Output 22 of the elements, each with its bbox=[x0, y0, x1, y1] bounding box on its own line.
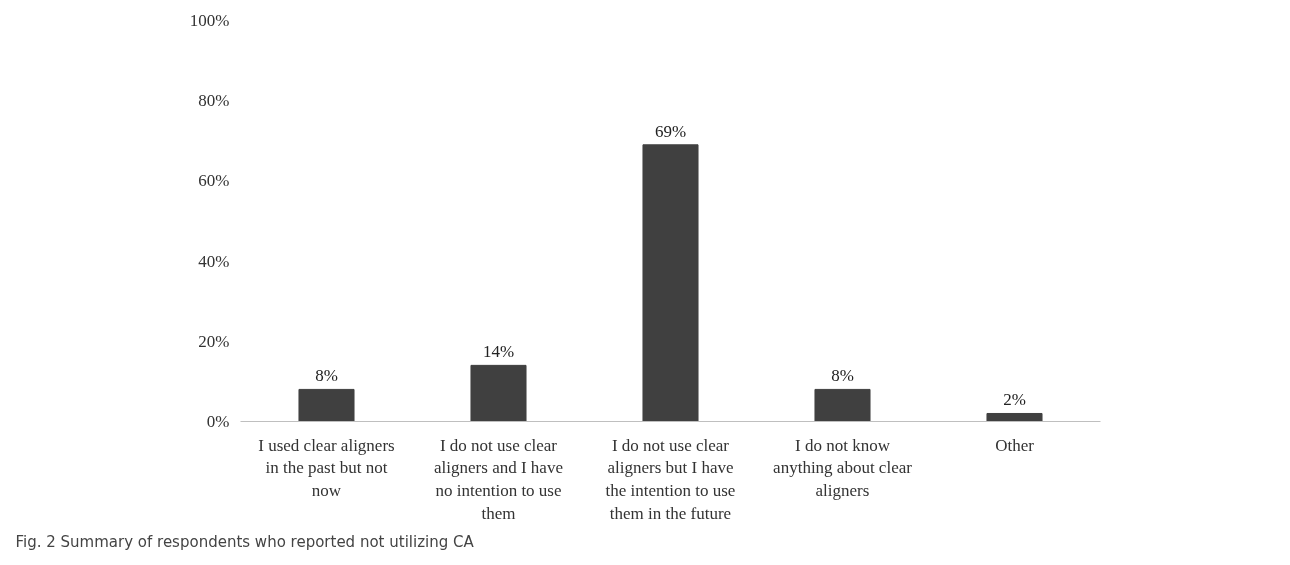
y-tick-label: 60% bbox=[198, 171, 230, 191]
bar bbox=[642, 144, 699, 422]
bar bbox=[814, 388, 871, 422]
data-label: 14% bbox=[482, 342, 515, 362]
bar bbox=[298, 388, 355, 422]
y-tick-label: 100% bbox=[189, 11, 230, 30]
data-label: 69% bbox=[654, 121, 687, 141]
caption: Fig. 2 Summary of respondents who reported not utilizing CA bbox=[15, 532, 475, 551]
y-tick-label: 0% bbox=[206, 412, 230, 431]
x-tick-label: Other bbox=[995, 435, 1035, 455]
x-tick-label: I do not use clear aligners but I have the intention to use them in the future bbox=[605, 435, 736, 523]
bar bbox=[986, 412, 1043, 422]
y-tick-label: 20% bbox=[198, 331, 230, 351]
bar bbox=[470, 364, 527, 422]
data-label: 8% bbox=[831, 366, 854, 386]
y-tick-label: 40% bbox=[198, 251, 230, 271]
x-tick-label: I used clear aligners in the past but not now bbox=[258, 435, 395, 501]
data-label: 8% bbox=[315, 366, 338, 386]
x-tick-label: I do not know anything about clear aligners bbox=[773, 435, 913, 501]
y-tick-label: 80% bbox=[198, 91, 230, 111]
x-tick-label: I do not use clear aligners and I have no intention to use them bbox=[434, 435, 563, 523]
data-label: 2% bbox=[1003, 390, 1026, 410]
